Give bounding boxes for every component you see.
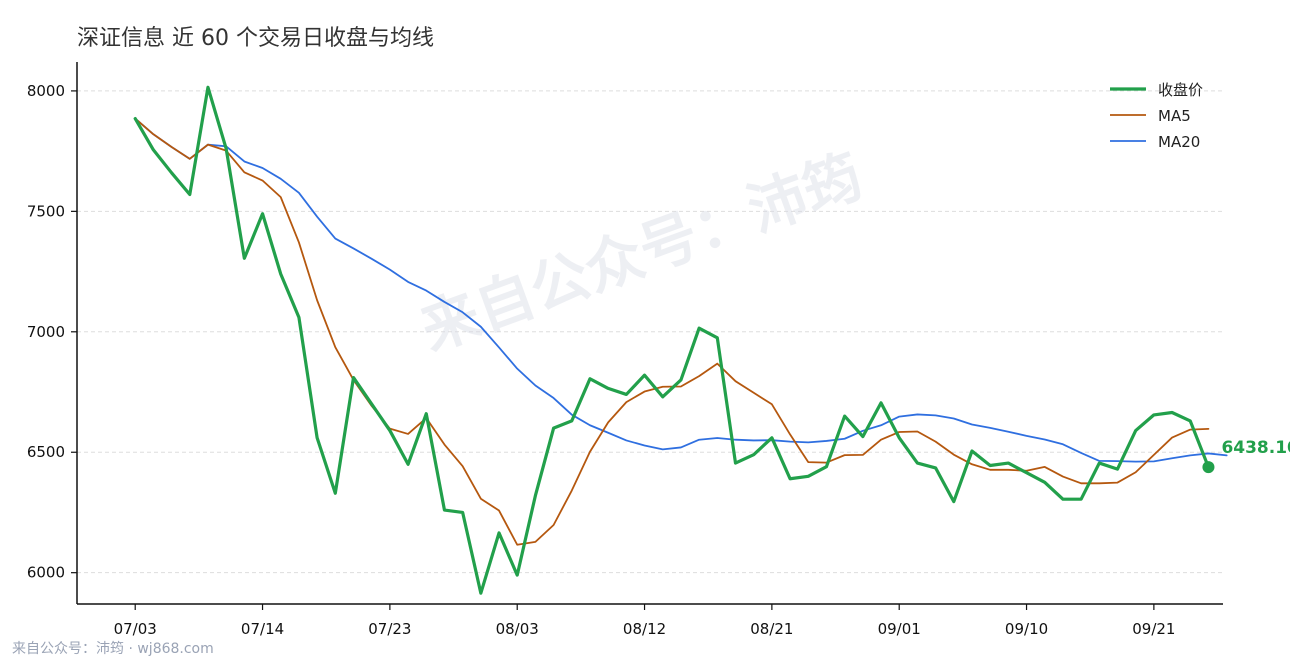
last-close-label: 6438.10 <box>1221 438 1290 458</box>
chart-title: 深证信息 近 60 个交易日收盘与均线 <box>77 26 434 51</box>
legend-label-ma20: MA20 <box>1158 133 1200 151</box>
x-tick-label: 08/12 <box>623 620 666 638</box>
watermark: 来自公众号：沛筠 <box>412 141 871 364</box>
annotation-layer: 6438.10 <box>1202 438 1290 474</box>
x-tick-label: 07/23 <box>368 620 411 638</box>
series-layer <box>133 85 1228 595</box>
last-close-point <box>1202 461 1215 474</box>
legend-label-ma5: MA5 <box>1158 107 1191 125</box>
legend: 收盘价 MA5 MA20 <box>1110 81 1203 151</box>
y-tick-label: 7000 <box>27 323 65 341</box>
y-tick-label: 7500 <box>27 202 65 220</box>
x-tick-label: 08/03 <box>496 620 539 638</box>
x-tick-label: 09/10 <box>1005 620 1048 638</box>
y-tick-label: 6500 <box>27 443 65 461</box>
y-tick-label: 8000 <box>27 82 65 100</box>
legend-label-close: 收盘价 <box>1158 81 1203 99</box>
x-tick-label: 09/21 <box>1132 620 1175 638</box>
y-tick-label: 6000 <box>27 564 65 582</box>
axis-layer: 6000 6500 7000 7500 8000 07/03 07/14 07/23 08/03… <box>27 62 1223 638</box>
x-tick-label: 08/21 <box>750 620 793 638</box>
x-tick-label: 09/01 <box>878 620 921 638</box>
x-tick-label: 07/14 <box>241 620 284 638</box>
grid-layer <box>77 90 1223 574</box>
x-tick-label: 07/03 <box>114 620 157 638</box>
series-line-close <box>133 85 1211 595</box>
series-line-ma20 <box>134 117 1228 463</box>
watermark-layer: 来自公众号：沛筠 <box>412 141 871 364</box>
footer-credit: 来自公众号：沛筠 · wj868.com <box>12 640 214 657</box>
